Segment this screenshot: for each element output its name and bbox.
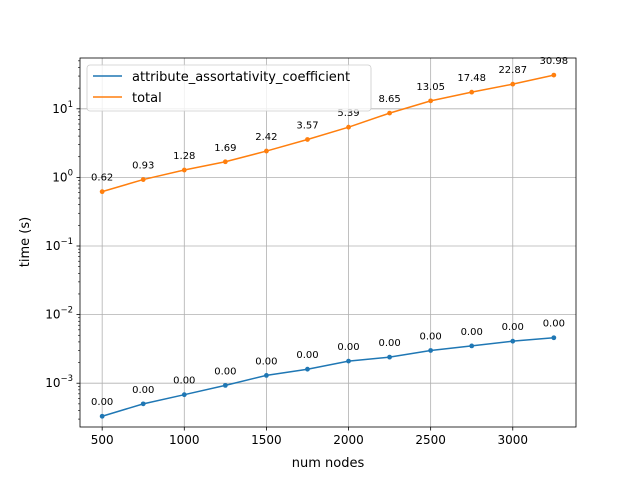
- data-label: 30.98: [540, 56, 569, 67]
- x-tick-label: 2000: [333, 433, 364, 447]
- data-label: 0.00: [461, 327, 483, 338]
- data-point: [387, 354, 392, 360]
- data-point: [428, 98, 434, 104]
- data-label: 5.39: [337, 108, 359, 119]
- data-label: 0.00: [420, 331, 442, 342]
- data-point: [305, 137, 310, 142]
- data-point: [551, 335, 557, 341]
- data-point: [428, 348, 434, 353]
- x-tick-label: 3000: [497, 433, 528, 447]
- data-label: 1.28: [173, 151, 195, 162]
- data-label: 0.00: [543, 319, 565, 330]
- x-tick-label: 2500: [415, 433, 446, 447]
- data-label: 0.00: [337, 342, 359, 353]
- data-point: [264, 372, 269, 378]
- data-point: [346, 358, 351, 364]
- data-label: 0.00: [91, 397, 113, 408]
- x-tick-label: 1000: [169, 433, 200, 447]
- legend-label-total: total: [132, 91, 162, 106]
- data-label: 0.00: [255, 356, 277, 367]
- data-point: [305, 366, 310, 372]
- plot-area: [80, 58, 576, 427]
- x-tick-label: 1500: [251, 433, 282, 447]
- data-label: 0.00: [502, 322, 524, 333]
- data-label: 13.05: [416, 82, 445, 93]
- x-axis-ticks: 500 1000 1500 2000 2500 3000: [91, 427, 528, 447]
- data-point: [469, 343, 475, 349]
- legend: attribute_assortativity_coefficient tota…: [86, 64, 372, 112]
- data-point: [510, 81, 516, 87]
- data-point: [181, 392, 187, 398]
- data-point: [222, 382, 228, 388]
- data-label: 17.48: [457, 73, 486, 84]
- series-line-1: [101, 74, 554, 193]
- x-tick-label: 500: [91, 433, 114, 447]
- data-point: [99, 413, 105, 419]
- data-label: 8.65: [378, 94, 400, 105]
- data-point: [551, 72, 557, 78]
- data-label: 0.00: [378, 338, 400, 349]
- data-label: 0.00: [296, 350, 318, 361]
- data-label: 0.00: [173, 376, 195, 387]
- series-line-0: [101, 336, 554, 417]
- data-point: [181, 167, 187, 173]
- data-point: [264, 148, 269, 154]
- data-label: 0.93: [132, 161, 154, 172]
- x-axis-label: num nodes: [292, 456, 365, 471]
- data-label: 3.57: [296, 120, 318, 131]
- data-label: 0.62: [91, 173, 113, 184]
- data-point: [222, 159, 228, 165]
- data-point: [346, 124, 351, 130]
- legend-label-attribute: attribute_assortativity_coefficient: [132, 70, 350, 85]
- data-point: [387, 110, 392, 116]
- data-point: [140, 401, 146, 407]
- data-point: [140, 177, 146, 182]
- data-label: 22.87: [498, 65, 527, 76]
- data-label: 0.00: [132, 385, 154, 396]
- legend-box: [86, 64, 372, 112]
- data-label: 1.69: [214, 143, 236, 154]
- data-label: 0.00: [214, 366, 236, 377]
- data-point: [510, 338, 516, 344]
- data-point: [469, 89, 475, 95]
- data-label: 2.42: [255, 132, 277, 143]
- data-point: [99, 189, 105, 195]
- data-labels: 0.00 0.00 0.00 0.00 0.00 0.00 0.00 0.00 0.00 0.00…: [91, 56, 568, 408]
- series-layer: [99, 72, 557, 419]
- y-axis-label: time (s): [18, 217, 33, 267]
- axes-frame: [79, 57, 577, 428]
